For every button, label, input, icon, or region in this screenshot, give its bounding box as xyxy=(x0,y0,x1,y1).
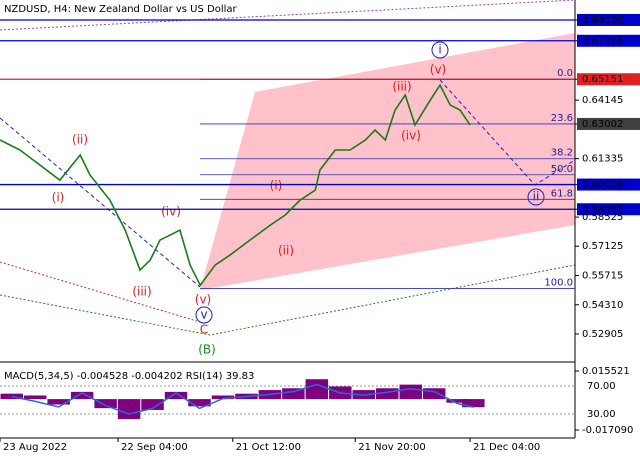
macd-bar xyxy=(0,393,23,400)
x-tick-label: 22 Sep 04:00 xyxy=(121,442,188,453)
y-tick-label: 0.58525 xyxy=(582,212,623,223)
price-box xyxy=(577,117,640,130)
wave-label: (iv) xyxy=(401,129,421,143)
macd-bar xyxy=(399,384,422,400)
wave-label: (v) xyxy=(195,293,211,307)
y-tick-label: -0.017090 xyxy=(582,425,633,436)
y2-tick-label: 70.00 xyxy=(587,381,616,392)
wave-label: (iii) xyxy=(132,285,151,299)
price-box xyxy=(577,203,640,216)
macd-bar xyxy=(376,388,399,400)
price-box xyxy=(577,178,640,191)
wave-circle xyxy=(431,41,449,59)
y-tick-label: 0.61335 xyxy=(582,154,623,165)
macd-bar xyxy=(446,399,469,403)
wave-circle xyxy=(195,306,213,324)
y-tick-label: 0.67000 xyxy=(582,36,623,47)
fib-label: 38.2 xyxy=(551,148,573,159)
y-tick-label: 0.65151 xyxy=(582,74,623,85)
wave-circle xyxy=(527,188,545,206)
macd-bar xyxy=(211,395,235,400)
x-tick-label: 23 Aug 2022 xyxy=(3,442,67,453)
fib-label: 100.0 xyxy=(544,278,573,289)
macd-bar xyxy=(23,395,47,400)
y2-tick-label: 30.00 xyxy=(587,409,616,420)
indicator-title: MACD(5,34,5) -0.004528 -0.004202 RSI(14)… xyxy=(4,371,254,382)
macd-bar xyxy=(305,379,329,400)
trend-dotted xyxy=(0,261,201,323)
macd-bar xyxy=(47,399,70,405)
wave-label: (iv) xyxy=(161,205,181,219)
y-tick-label: 0.68000 xyxy=(582,15,623,26)
price-box xyxy=(577,34,640,47)
chart-title: NZDUSD, H4: New Zealand Dollar vs US Dol… xyxy=(4,4,238,15)
y-tick-label: 0.52905 xyxy=(582,329,623,340)
wave-label: (ii) xyxy=(278,244,294,258)
y-tick-label: 0.015521 xyxy=(582,366,630,377)
price-line xyxy=(0,83,471,287)
wave-label: (iii) xyxy=(392,80,411,94)
y-tick-label: 0.57125 xyxy=(582,241,623,252)
macd-bar xyxy=(188,399,211,407)
price-box xyxy=(577,73,640,86)
wave-label: C xyxy=(200,323,208,337)
wave-label: (i) xyxy=(270,179,283,193)
price-box xyxy=(577,13,640,26)
macd-bar xyxy=(70,391,94,400)
channel xyxy=(200,33,575,290)
wave-label: (ii) xyxy=(72,133,88,147)
wave-label: i xyxy=(438,43,441,57)
wave-label: (B) xyxy=(198,343,216,357)
macd-bar xyxy=(117,399,141,420)
y-tick-label: 0.64145 xyxy=(582,95,623,106)
y-tick-label: 0.55715 xyxy=(582,271,623,282)
trend-dotted xyxy=(0,264,576,336)
macd-bar xyxy=(462,399,485,408)
y-tick-label: 0.54310 xyxy=(582,300,623,311)
y-tick-label: 0.60089 xyxy=(582,180,623,191)
y-tick-label: 0.63002 xyxy=(582,119,623,130)
macd-bar xyxy=(282,388,305,400)
macd-bar xyxy=(422,388,446,400)
wave-line xyxy=(0,117,201,288)
wave-label: (i) xyxy=(52,191,65,205)
wave-label: ii xyxy=(533,190,540,204)
fib-label: 23.6 xyxy=(551,113,573,124)
rsi-line xyxy=(11,383,474,415)
x-tick-label: 21 Nov 20:00 xyxy=(358,442,425,453)
macd-bar xyxy=(141,399,164,410)
wave-label: (v) xyxy=(430,63,446,77)
y-tick-label: 0.58902 xyxy=(582,204,623,215)
macd-bar xyxy=(164,391,188,400)
fib-label: 50.0 xyxy=(551,164,573,175)
x-tick-label: 21 Dec 04:00 xyxy=(473,442,540,453)
fib-label: 0.0 xyxy=(557,68,573,79)
fib-label: 61.8 xyxy=(551,188,573,199)
wave-label: v xyxy=(200,308,207,322)
macd-bar xyxy=(94,399,117,409)
x-tick-label: 21 Oct 12:00 xyxy=(236,442,301,453)
